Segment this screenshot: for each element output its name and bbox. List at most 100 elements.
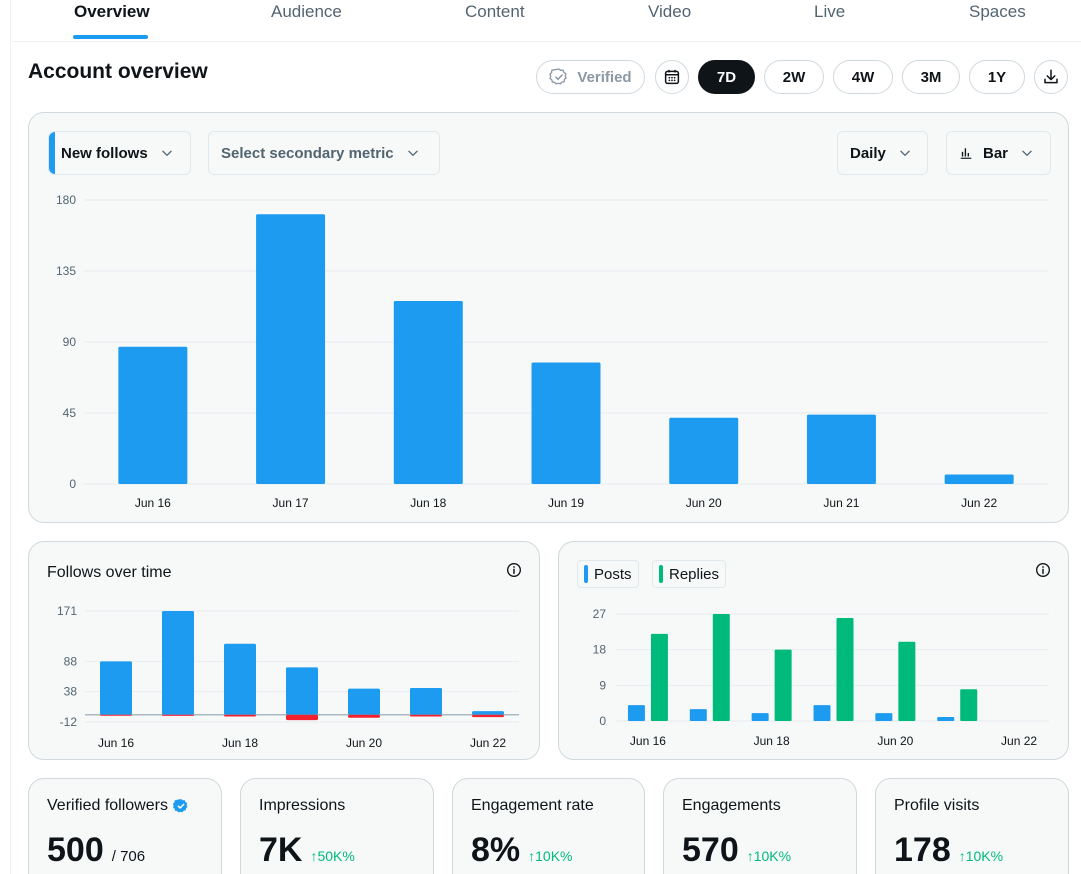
verified-badge-icon: [172, 798, 189, 814]
stat-value: 500: [47, 831, 104, 869]
chevron-down-icon: [1020, 146, 1034, 160]
top-tabs: Overview Audience Content Video Live Spa…: [11, 0, 1081, 42]
primary-metric-color-indicator: [49, 132, 55, 174]
stat-delta: ↑10K%: [528, 848, 573, 864]
y-tick-label: 18: [593, 643, 607, 657]
range-2w-button[interactable]: 2W: [764, 60, 824, 94]
tab-audience[interactable]: Audience: [271, 2, 342, 21]
x-tick-label: Jun 20: [877, 734, 913, 748]
tab-live[interactable]: Live: [814, 2, 846, 21]
tab-content[interactable]: Content: [465, 2, 525, 21]
y-tick-label: 45: [63, 406, 77, 420]
bar-replies: [960, 689, 978, 721]
bar: [393, 300, 463, 484]
stat-card-engagement-rate[interactable]: Engagement rate 8% ↑10K%: [452, 778, 645, 874]
posts-replies-chart: 0 9 18 27 Jun 16 Jun 18 Jun 20 Jun 22: [593, 607, 1049, 748]
bar-posts: [751, 713, 769, 721]
stat-label: Verified followers: [47, 797, 168, 814]
y-tick-label: -12: [60, 715, 78, 729]
y-tick-label: 38: [64, 685, 78, 699]
bar-posts: [875, 713, 893, 721]
x-tick-label: Jun 20: [686, 496, 722, 510]
stat-value: 7K: [259, 831, 303, 869]
bar: [348, 688, 380, 715]
x-tick-label: Jun 16: [98, 736, 134, 750]
primary-metric-label: New follows: [61, 144, 148, 162]
chart-type-dropdown[interactable]: Bar: [946, 131, 1051, 175]
tab-video[interactable]: Video: [648, 2, 692, 21]
calendar-button[interactable]: [655, 60, 689, 94]
stat-delta: ↑50K%: [310, 848, 355, 864]
calendar-icon: [663, 68, 681, 86]
bar-posts: [689, 709, 707, 721]
follows-over-time-title: Follows over time: [47, 564, 172, 581]
stat-value: 570: [682, 831, 739, 869]
bar-replies: [836, 617, 854, 721]
y-tick-label: 171: [57, 604, 77, 618]
legend-replies-label: Replies: [669, 565, 720, 583]
stat-card-impressions[interactable]: Impressions 7K ↑50K%: [240, 778, 434, 874]
interval-dropdown[interactable]: Daily: [837, 131, 928, 175]
x-tick-label: Jun 18: [754, 734, 790, 748]
bar-replies: [650, 633, 668, 721]
active-tab-indicator: [73, 35, 148, 39]
download-button[interactable]: [1034, 60, 1068, 94]
legend-posts[interactable]: Posts: [577, 560, 639, 588]
chevron-down-icon: [160, 146, 174, 160]
x-tick-label: Jun 22: [1001, 734, 1037, 748]
bar: [286, 667, 318, 715]
bar-negative: [472, 714, 504, 718]
stat-value: 8%: [471, 831, 521, 869]
bar-replies: [898, 641, 916, 721]
follows-over-time-chart: -12 38 88 171 Jun 16 Jun 18 Jun 20 Jun 22: [57, 604, 519, 750]
x-tick-label: Jun 18: [222, 736, 258, 750]
stat-card-engagements[interactable]: Engagements 570 ↑10K%: [663, 778, 857, 874]
secondary-metric-placeholder: Select secondary metric: [221, 144, 394, 162]
stat-card-verified-followers[interactable]: Verified followers 500 / 706: [28, 778, 222, 874]
bar: [531, 362, 601, 484]
x-tick-label: Jun 20: [346, 736, 382, 750]
y-tick-label: 0: [599, 714, 606, 728]
x-tick-label: Jun 16: [630, 734, 666, 748]
bar: [162, 611, 194, 715]
range-7d-button[interactable]: 7D: [698, 60, 755, 94]
verified-filter-button[interactable]: Verified: [536, 60, 645, 94]
bar-negative: [348, 714, 380, 718]
legend-posts-label: Posts: [594, 565, 632, 583]
info-icon[interactable]: [506, 562, 522, 578]
tab-spaces[interactable]: Spaces: [969, 2, 1026, 21]
x-tick-label: Jun 18: [410, 496, 446, 510]
y-tick-label: 0: [69, 477, 76, 491]
x-tick-label: Jun 22: [961, 496, 997, 510]
bar-negative: [410, 714, 442, 717]
info-icon[interactable]: [1035, 562, 1051, 578]
stat-label: Engagements: [682, 797, 781, 814]
verified-check-icon: [549, 67, 569, 87]
x-tick-label: Jun 16: [135, 496, 171, 510]
range-3m-button[interactable]: 3M: [902, 60, 960, 94]
y-tick-label: 88: [64, 654, 78, 668]
bar: [256, 214, 326, 484]
main-chart-card: New follows Select secondary metric Dail…: [28, 112, 1069, 523]
posts-replies-card: Posts Replies 0 9 18 27 Jun 16 Jun 18 Jun 20 Ju…: [558, 541, 1069, 760]
bar: [669, 417, 739, 484]
secondary-metric-dropdown[interactable]: Select secondary metric: [208, 131, 440, 175]
follows-over-time-card: Follows over time -12 38 88 171 Jun 16 Jun 18…: [28, 541, 540, 760]
page-title: Account overview: [28, 60, 208, 83]
range-4w-button[interactable]: 4W: [833, 60, 893, 94]
bar-replies: [712, 614, 730, 721]
range-1y-button[interactable]: 1Y: [969, 60, 1025, 94]
bar-chart-icon: [959, 146, 973, 160]
verified-filter-label: Verified: [577, 68, 632, 86]
stat-card-profile-visits[interactable]: Profile visits 178 ↑10K%: [875, 778, 1069, 874]
x-tick-label: Jun 17: [273, 496, 309, 510]
tab-overview[interactable]: Overview: [74, 2, 150, 21]
bar: [224, 643, 256, 715]
stat-delta: ↑10K%: [958, 848, 1004, 864]
x-tick-label: Jun 21: [823, 496, 859, 510]
bar: [100, 661, 132, 715]
primary-metric-dropdown[interactable]: New follows: [48, 131, 191, 175]
stat-delta: ↑10K%: [746, 848, 792, 864]
legend-replies[interactable]: Replies: [652, 560, 727, 588]
